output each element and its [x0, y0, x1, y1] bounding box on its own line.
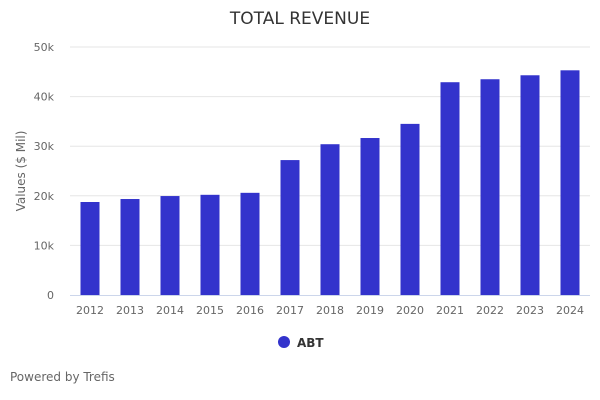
- y-tick-label: 30k: [34, 140, 55, 153]
- bar-2014[interactable]: [160, 196, 180, 295]
- bar-2023[interactable]: [520, 75, 540, 295]
- x-tick-label: 2014: [156, 304, 184, 317]
- legend-label-abt[interactable]: ABT: [297, 336, 324, 350]
- bar-2022[interactable]: [480, 79, 500, 296]
- legend[interactable]: ABT: [278, 336, 324, 350]
- x-tick-label: 2022: [476, 304, 504, 317]
- y-tick-label: 50k: [34, 41, 55, 54]
- y-axis-label: Values ($ Mil): [14, 131, 28, 212]
- x-tick-label: 2016: [236, 304, 264, 317]
- x-tick-label: 2023: [516, 304, 544, 317]
- y-tick-label: 10k: [34, 239, 55, 252]
- powered-by-credit[interactable]: Powered by Trefis: [10, 370, 115, 384]
- x-tick-label: 2024: [556, 304, 584, 317]
- x-tick-label: 2019: [356, 304, 384, 317]
- chart-title: TOTAL REVENUE: [229, 9, 370, 29]
- y-axis-ticks: 0 10k 20k 30k 40k 50k: [34, 41, 55, 302]
- x-tick-label: 2020: [396, 304, 424, 317]
- bar-2018[interactable]: [320, 144, 340, 295]
- bar-2015[interactable]: [200, 194, 220, 295]
- legend-marker-abt[interactable]: [278, 336, 290, 348]
- bar-2024[interactable]: [560, 70, 580, 295]
- x-tick-label: 2017: [276, 304, 304, 317]
- bar-2017[interactable]: [280, 160, 300, 295]
- y-tick-label: 0: [47, 289, 54, 302]
- bars: [80, 70, 580, 296]
- bar-2021[interactable]: [440, 82, 460, 295]
- x-tick-label: 2013: [116, 304, 144, 317]
- x-tick-label: 2015: [196, 304, 224, 317]
- x-tick-label: 2021: [436, 304, 464, 317]
- bar-2016[interactable]: [240, 192, 260, 295]
- y-tick-label: 40k: [34, 91, 55, 104]
- x-tick-label: 2012: [76, 304, 104, 317]
- bar-2020[interactable]: [400, 123, 420, 295]
- x-tick-label: 2018: [316, 304, 344, 317]
- bar-2019[interactable]: [360, 138, 380, 295]
- y-tick-label: 20k: [34, 190, 55, 203]
- bar-2012[interactable]: [80, 202, 100, 295]
- x-axis-ticks: 2012 2013 2014 2015 2016 2017 2018 2019 2020 2021…: [76, 304, 584, 317]
- bar-2013[interactable]: [120, 199, 140, 295]
